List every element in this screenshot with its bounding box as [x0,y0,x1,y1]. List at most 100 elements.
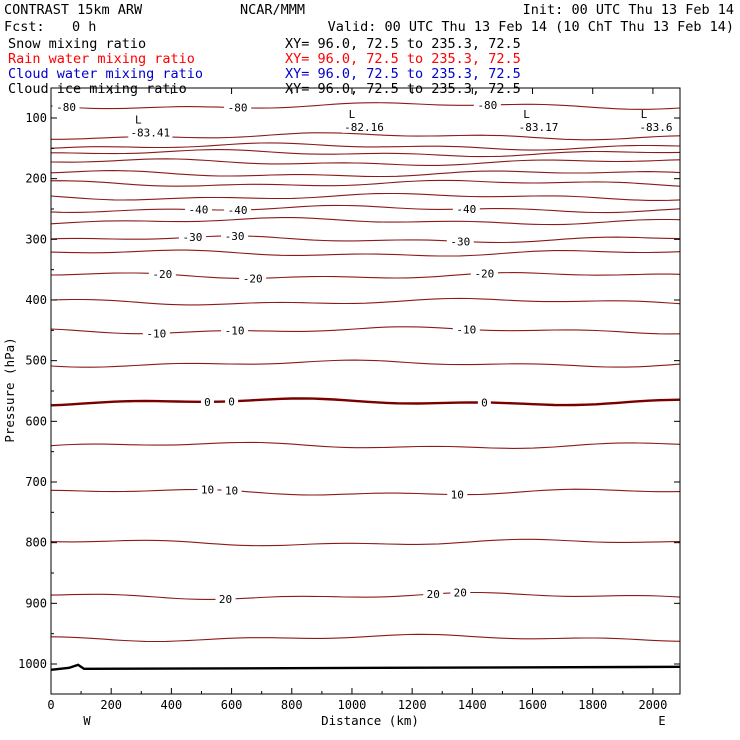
x-tick-label: 600 [221,698,243,712]
field-xy-cloud-ice: XY= 96.0, 72.5 to 235.3, 72.5 [285,81,521,97]
minimum-value-bg [128,126,173,139]
isotherm-line [50,441,681,449]
x-tick-label: 1000 [338,698,367,712]
isotherm-label-bg [221,324,249,337]
isotherm-label: -20 [152,268,172,281]
isotherm-label-bg [225,395,239,408]
isotherm-label: -30 [183,231,203,244]
y-tick-label: 500 [25,354,47,368]
isotherm-label: -10 [456,323,476,336]
isotherm-label: -40 [189,204,209,217]
field-xy-cloud-water: XY= 96.0, 72.5 to 235.3, 72.5 [285,66,521,82]
fcst-value: 0 h [72,19,96,35]
field-label-snow: Snow mixing ratio [8,36,146,52]
isotherm-line [50,102,681,110]
east-label: E [658,714,665,728]
isotherm-line [50,249,681,257]
isotherm-line [50,397,681,407]
minimum-value-bg [516,120,561,133]
isotherm-label-bg [221,229,249,242]
minimum-value: -82.16 [344,121,384,134]
isotherm-label: -40 [456,203,476,216]
isotherm-label: 10 [451,489,464,502]
isotherm-line [51,149,681,158]
field-xy-rain: XY= 96.0, 72.5 to 235.3, 72.5 [285,51,521,67]
minimum-value: -83.41 [130,126,170,139]
isotherm-label: -80 [477,99,497,112]
minimum-l-marker: L [135,113,142,126]
isotherm-label: 0 [481,396,488,409]
x-tick-label: 1600 [518,698,547,712]
isotherm-line [50,204,681,214]
isotherm-line [50,359,681,368]
y-tick-label: 700 [25,475,47,489]
x-tick-label: 0 [47,698,54,712]
minimum-l-marker: L [523,108,530,121]
y-tick-label: 200 [25,172,47,186]
isotherm-label: 20 [427,588,440,601]
isotherm-line [50,538,681,547]
field-label-cloud-ice: Cloud ice mixing ratio [8,81,187,97]
isotherm-label-bg [452,323,480,336]
isotherm-label: -40 [228,204,248,217]
x-tick-label: 1200 [398,698,427,712]
minimum-value: -83.6 [639,121,672,134]
minimum-markers: L-83.41L-82.16L-83.17L-83.6 [128,108,678,139]
isotherm-label: 0 [204,396,211,409]
y-tick-label: 400 [25,293,47,307]
plot-frame [50,87,681,695]
isotherm-line [50,235,681,244]
field-label-rain: Rain water mixing ratio [8,51,195,67]
fcst-label: Fcst: [4,19,45,35]
isotherm-label-bg [473,99,501,112]
isotherm-label: 0 [228,395,235,408]
x-axis-title: Distance (km) [321,713,419,728]
isotherm-label-bg [142,327,170,340]
y-tick-label: 100 [25,111,47,125]
isotherm-label-bg [52,100,80,113]
y-axis-title: Pressure (hPa) [2,337,17,442]
field-xy-snow: XY= 96.0, 72.5 to 235.3, 72.5 [285,36,521,52]
isotherm-label: -30 [225,230,245,243]
isotherm-label: -80 [56,101,76,114]
isotherm-label-bg [239,272,267,285]
isotherm-label: -20 [474,267,494,280]
west-label: W [83,714,91,728]
isotherm-line [50,488,681,496]
isotherm-line [50,633,681,643]
isotherm-label: -20 [243,272,263,285]
minimum-value-bg [633,120,678,133]
isotherm-line [50,179,681,187]
init-time: Init: 00 UTC Thu 13 Feb 14 [523,2,734,18]
minimum-value-bg [341,120,386,133]
x-tick-label: 400 [161,698,183,712]
y-tick-label: 1000 [18,657,47,671]
isotherm-label: 20 [219,593,232,606]
org-label: NCAR/MMM [240,2,305,18]
valid-time: Valid: 00 UTC Thu 13 Feb 14 (10 ChT Thu … [328,19,734,35]
isotherm-label: -10 [146,327,166,340]
y-tick-label: 800 [25,536,47,550]
isotherm-label-bg [450,586,471,599]
isotherm-label: 20 [454,587,467,600]
isotherm-label: 10 [225,485,238,498]
isotherm-label: 10 [201,484,214,497]
isotherm-label-bg [447,488,468,501]
isotherm-label-bg [178,231,206,244]
minimum-l-marker: L [641,108,648,121]
isotherm-label-bg [423,588,444,601]
isotherm-line [50,192,681,201]
x-tick-label: 200 [100,698,122,712]
isotherm-label-bg [148,267,176,280]
x-tick-label: 800 [281,698,303,712]
isotherm-label: -10 [225,325,245,338]
terrain-line [50,663,681,672]
isotherm-label-bg [197,483,218,496]
y-tick-label: 900 [25,596,47,610]
isotherm-label-bg [470,267,498,280]
model-title: CONTRAST 15km ARW [4,2,143,18]
isotherm-line [50,272,681,279]
isotherm-line [50,297,681,306]
isotherm-label-bg [446,235,474,248]
